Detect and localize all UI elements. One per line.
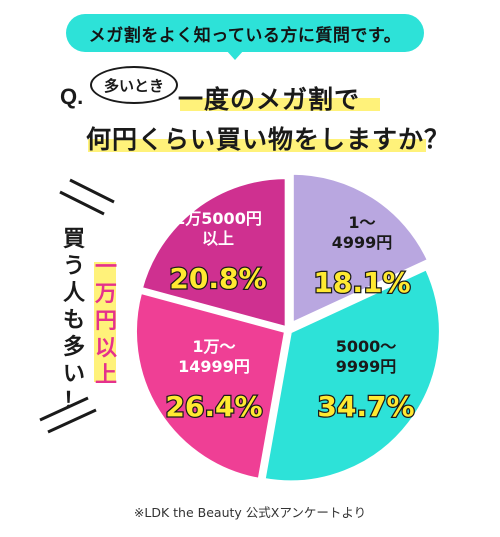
slice-percent: 34.7%	[317, 390, 414, 423]
side-note-text: 買う人も多い！	[58, 226, 90, 415]
side-highlight-char: 上	[94, 363, 117, 388]
side-text-char: 買	[62, 227, 85, 252]
slice-label: 9999円	[336, 357, 397, 376]
pie-labels: 1〜4999円 18.1% 5000〜9999円 34.7% 1万〜14999円 26.4…	[164, 209, 416, 424]
question-line-2: 何円くらい買い物をしますか？	[86, 125, 451, 154]
side-text-char: ！	[62, 389, 85, 414]
side-highlight-char: 円	[94, 309, 117, 334]
question-highlight-2	[88, 139, 426, 152]
pie-slices	[133, 171, 442, 484]
slice-percent: 26.4%	[165, 390, 262, 423]
slice-label: 5000〜	[336, 337, 397, 356]
deco-line	[39, 396, 89, 422]
slice-label: 1〜	[348, 213, 375, 232]
slice-label: 以上	[202, 229, 234, 248]
pie-slice	[133, 290, 288, 482]
deco-line	[47, 408, 97, 434]
question-highlight-1	[180, 98, 380, 111]
question-bubble: 多いとき	[90, 66, 178, 104]
slice-label: 1万5000円	[174, 209, 262, 228]
question-line-1: 一度のメガ割で	[178, 85, 361, 114]
side-note-highlight-text: 一万円以上	[90, 254, 122, 389]
slice-percent: 18.1%	[313, 266, 410, 299]
side-text-char: も	[62, 308, 85, 333]
side-text-char: い	[62, 362, 85, 387]
side-text-char: 人	[62, 281, 85, 306]
side-note-highlight	[94, 262, 116, 382]
banner-tail	[226, 50, 244, 60]
footnote: ※LDK the Beauty 公式Xアンケートより	[133, 505, 367, 520]
slice-percent: 20.8%	[169, 262, 266, 295]
side-highlight-char: 万	[94, 282, 117, 307]
question-bubble-text: 多いとき	[103, 76, 164, 95]
slice-label: 14999円	[178, 357, 250, 376]
banner-text: メガ割をよく知っている方に質問です。	[88, 25, 402, 46]
side-text-char: う	[62, 254, 85, 279]
deco-line	[69, 178, 115, 204]
slice-label: 4999円	[332, 233, 393, 252]
slice-label: 1万〜	[192, 337, 235, 356]
pie-slice	[262, 266, 442, 484]
side-text-char: 多	[62, 335, 85, 360]
side-highlight-char: 一	[94, 255, 117, 280]
banner: メガ割をよく知っている方に質問です。	[66, 14, 424, 52]
question-prefix: Q.	[60, 84, 84, 109]
deco-line	[59, 190, 105, 216]
pie-slice	[290, 171, 431, 326]
decoration-lines	[39, 178, 115, 434]
side-highlight-char: 以	[94, 336, 117, 361]
pie-slice	[139, 176, 288, 330]
